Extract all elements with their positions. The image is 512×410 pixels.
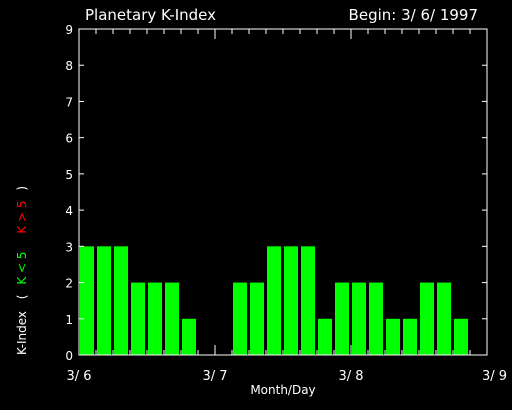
y-tick-label: 3 bbox=[65, 240, 73, 254]
bar bbox=[80, 246, 94, 355]
bar bbox=[114, 246, 128, 355]
bars bbox=[80, 246, 468, 355]
x-axis-label: Month/Day bbox=[250, 383, 315, 397]
bar bbox=[420, 282, 434, 355]
y-axis-label-text: K-Index ( K < 5 K > 5 ) bbox=[15, 186, 29, 355]
chart-title: Planetary K-Index bbox=[85, 6, 216, 24]
y-axis-label-open: ( bbox=[15, 295, 29, 300]
y-tick-label: 2 bbox=[65, 277, 73, 291]
y-axis-label-high: K > 5 bbox=[15, 200, 29, 233]
x-tick-label: 3/ 8 bbox=[338, 369, 363, 384]
y-axis-label-low: K < 5 bbox=[15, 251, 29, 284]
bar bbox=[284, 246, 298, 355]
bar bbox=[386, 318, 400, 355]
bar bbox=[131, 282, 145, 355]
bar bbox=[454, 318, 468, 355]
bar bbox=[182, 318, 196, 355]
bar bbox=[148, 282, 162, 355]
y-tick-label: 5 bbox=[65, 168, 73, 182]
bar bbox=[335, 282, 349, 355]
bar bbox=[267, 246, 281, 355]
bar bbox=[352, 282, 366, 355]
bar bbox=[97, 246, 111, 355]
y-axis-label-prefix: K-Index bbox=[15, 311, 29, 355]
bar bbox=[233, 282, 247, 355]
bar bbox=[165, 282, 179, 355]
y-tick-label: 0 bbox=[65, 349, 73, 363]
plot-frame bbox=[78, 28, 488, 356]
y-axis-label: K-Index ( K < 5 K > 5 ) bbox=[15, 186, 29, 355]
y-tick-label: 7 bbox=[65, 95, 73, 109]
y-tick-label: 8 bbox=[65, 59, 73, 73]
bar bbox=[250, 282, 264, 355]
y-tick-label: 4 bbox=[65, 204, 73, 218]
y-tick-label: 6 bbox=[65, 132, 73, 146]
bar bbox=[403, 318, 417, 355]
y-axis-label-close: ) bbox=[15, 186, 29, 191]
x-tick-label: 3/ 6 bbox=[66, 369, 91, 384]
x-tick-label: 3/ 9 bbox=[482, 369, 507, 384]
bar bbox=[369, 282, 383, 355]
begin-date-label: Begin: 3/ 6/ 1997 bbox=[349, 6, 478, 24]
bar bbox=[318, 318, 332, 355]
x-ticks: 3/ 6 3/ 7 3/ 8 3/ 9 bbox=[66, 29, 507, 384]
bar bbox=[301, 246, 315, 355]
y-tick-label: 9 bbox=[65, 23, 73, 37]
bar bbox=[437, 282, 451, 355]
x-tick-label: 3/ 7 bbox=[202, 369, 227, 384]
y-tick-label: 1 bbox=[65, 313, 73, 327]
